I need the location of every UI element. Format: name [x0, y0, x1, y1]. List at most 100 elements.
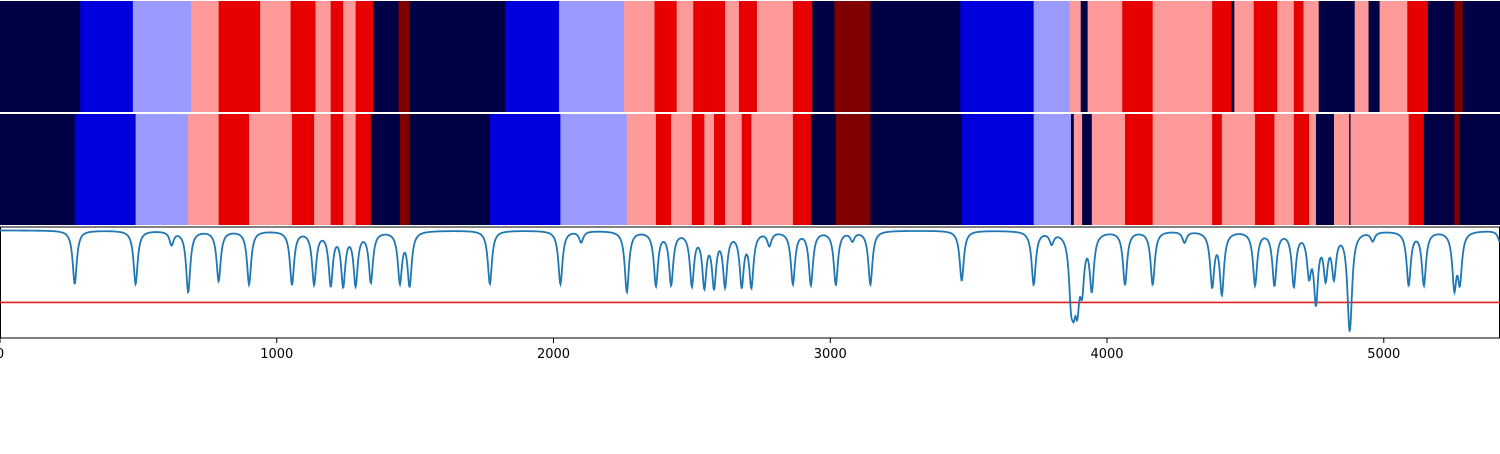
heatmap-segment — [655, 114, 672, 225]
heatmap-segment — [398, 1, 410, 112]
heatmap-segment — [343, 114, 357, 225]
heatmap-segment — [626, 114, 657, 225]
heatmap-segment — [1125, 114, 1154, 225]
heatmap-segment — [1309, 114, 1317, 225]
heatmap-segment — [1407, 1, 1429, 112]
heatmap-segment — [135, 114, 189, 225]
heatmap-segment — [1231, 1, 1235, 112]
heatmap-segment — [834, 1, 871, 112]
heatmap-segment — [1459, 114, 1500, 225]
line-plot-panel — [0, 226, 1500, 339]
heatmap-segment — [399, 114, 410, 225]
heatmap-segment — [1087, 1, 1123, 112]
heatmap-segment — [1277, 1, 1295, 112]
heatmap-segment — [792, 1, 813, 112]
x-axis: 0 1000 2000 3000 4000 5000 — [0, 338, 1400, 362]
heatmap-segment — [1454, 1, 1464, 112]
heatmap-segment — [409, 114, 491, 225]
heatmap-segment — [1428, 1, 1455, 112]
heatmap-segment — [1274, 114, 1295, 225]
heatmap-segment — [355, 114, 372, 225]
heatmap-segment — [1080, 1, 1089, 112]
heatmap-segment — [188, 114, 220, 225]
heatmap-segment — [714, 114, 726, 225]
heatmap-segment — [330, 1, 344, 112]
x-tick-label: 0 — [0, 347, 4, 362]
x-tick-label: 2000 — [537, 347, 570, 362]
heatmap-segment — [1073, 114, 1083, 225]
heatmap-segment — [1221, 114, 1256, 225]
heatmap-segment — [725, 1, 740, 112]
heatmap-segment — [1082, 114, 1093, 225]
heatmap-segment — [624, 1, 655, 112]
heatmap-segment — [559, 1, 625, 112]
heatmap-segment — [1379, 1, 1408, 112]
heatmap-segment — [693, 1, 726, 112]
heatmap-segment — [1212, 114, 1223, 225]
heatmap-top-panel — [0, 1, 1500, 112]
heatmap-segment — [1293, 1, 1304, 112]
heatmap-segment — [291, 114, 315, 225]
heatmap-segment — [671, 114, 693, 225]
heatmap-segment — [218, 114, 250, 225]
heatmap-segment — [1315, 114, 1335, 225]
heatmap-segment — [691, 114, 705, 225]
heatmap-segment — [1122, 1, 1154, 112]
heatmap-segment — [792, 114, 812, 225]
heatmap-segment — [1293, 114, 1310, 225]
heatmap-segment — [1033, 1, 1071, 112]
heatmap-segment — [1253, 1, 1278, 112]
heatmap-segment — [751, 114, 794, 225]
heatmap-segment — [560, 114, 628, 225]
heatmap-segment — [330, 114, 344, 225]
heatmap-segment — [1212, 1, 1232, 112]
heatmap-segment — [654, 1, 678, 112]
heatmap-segment — [190, 1, 220, 112]
heatmap-segment — [355, 1, 375, 112]
x-tick-label: 5000 — [1367, 347, 1400, 362]
heatmap-segment — [810, 114, 837, 225]
heatmap-segment — [676, 1, 694, 112]
x-tick-label: 4000 — [1090, 347, 1123, 362]
heatmap-segment — [1462, 1, 1500, 112]
heatmap-segment — [1071, 114, 1075, 225]
heatmap-segment — [489, 114, 561, 225]
heatmap-segment — [1152, 114, 1213, 225]
heatmap-segment — [0, 114, 76, 225]
heatmap-segment — [409, 1, 506, 112]
heatmap-segment — [290, 1, 316, 112]
heatmap-segment — [1349, 114, 1351, 225]
heatmap-segment — [961, 114, 1035, 225]
heatmap-segment — [218, 1, 261, 112]
heatmap-segment — [870, 1, 961, 112]
heatmap-segment — [1303, 1, 1320, 112]
heatmap-segment — [1318, 1, 1356, 112]
heatmap-segment — [812, 1, 835, 112]
heatmap-segment — [1354, 1, 1369, 112]
heatmap-segment — [704, 114, 715, 225]
heatmap-segment — [1091, 114, 1126, 225]
heatmap-segment — [1255, 114, 1275, 225]
heatmap-segment — [960, 1, 1035, 112]
heatmap-segment — [373, 1, 399, 112]
heatmap-segment — [249, 114, 293, 225]
heatmap-segment — [314, 114, 332, 225]
heatmap-segment — [1333, 114, 1350, 225]
series-line — [0, 229, 1500, 333]
heatmap-segment — [343, 1, 357, 112]
heatmap-segment — [505, 1, 560, 112]
heatmap-segment — [725, 114, 743, 225]
heatmap-segment — [1368, 1, 1381, 112]
heatmap-segment — [756, 1, 794, 112]
heatmap-segment — [738, 1, 758, 112]
heatmap-segment — [80, 1, 134, 112]
heatmap-segment — [315, 1, 332, 112]
heatmap-segment — [0, 1, 81, 112]
heatmap-segment — [1069, 1, 1082, 112]
heatmap-segment — [1454, 114, 1461, 225]
heatmap-segment — [870, 114, 963, 225]
heatmap-segment — [260, 1, 291, 112]
heatmap-segment — [835, 114, 871, 225]
heatmap-segment — [1152, 1, 1213, 112]
